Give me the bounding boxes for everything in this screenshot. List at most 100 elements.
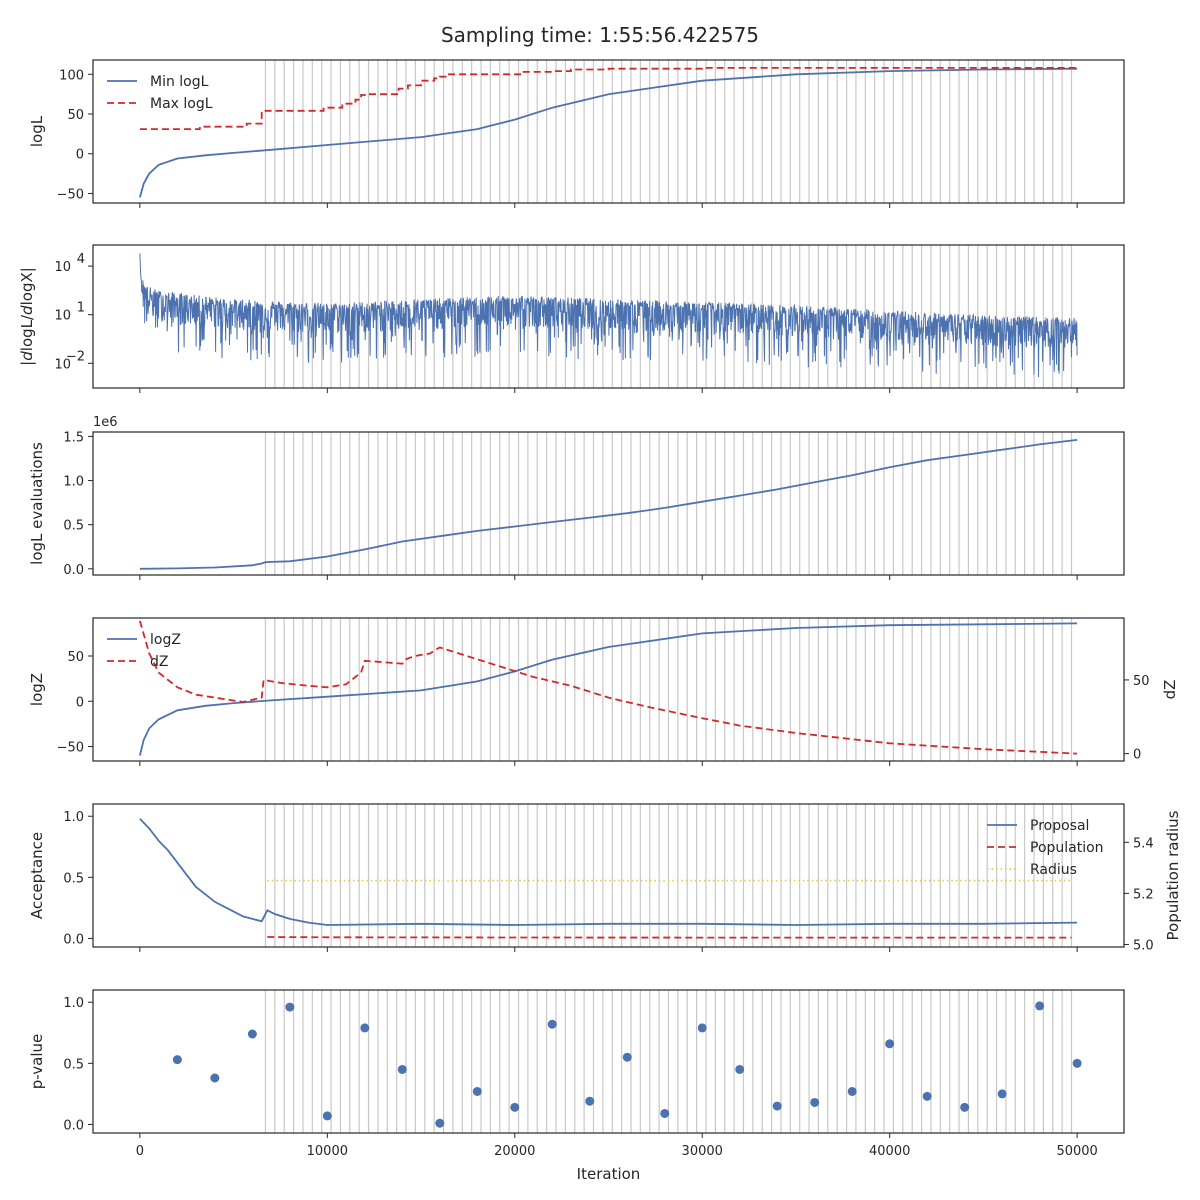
x-axis-label: Iteration	[577, 1165, 641, 1183]
panel-3: 0.0 0.5 1.0 1.5 logL evaluations 1e6	[28, 415, 1125, 580]
data-point	[960, 1102, 970, 1112]
data-point	[172, 1055, 182, 1065]
series-line	[139, 439, 1078, 570]
y-axis-label-part: logX	[18, 272, 36, 305]
y-tick-label: 1.5	[63, 430, 84, 445]
y-tick-label-right: 5.0	[1133, 938, 1154, 953]
x-tick-label: 10000	[307, 1144, 348, 1159]
legend: Proposal Population Radius	[987, 818, 1104, 878]
y-tick-label: 50	[67, 108, 84, 123]
y-tick-label: 1.0	[63, 996, 84, 1011]
x-tick-label: 50000	[1056, 1144, 1097, 1159]
y-axis-label: Acceptance	[28, 832, 46, 919]
x-tick-label: 0	[136, 1144, 144, 1159]
y-tick-label: 1.0	[63, 810, 84, 825]
y-tick-label: 50	[67, 650, 84, 665]
y-axis-label-right: Population radius	[1164, 810, 1182, 940]
y-axis-label: logL evaluations	[28, 442, 46, 565]
y-tick-label: 0.0	[63, 1118, 84, 1133]
data-point	[997, 1089, 1007, 1099]
axes-frame	[92, 803, 1125, 948]
series-line	[139, 818, 1078, 926]
series-line	[139, 620, 1078, 755]
series-line	[267, 936, 1072, 939]
panel-4: −50 0 50 0 50 logZ dZ logZ dZ	[28, 617, 1179, 766]
panel-5: 0.0 0.5 1.0 5.0 5.2 5.4 Acceptance Population r…	[28, 803, 1182, 953]
data-point	[585, 1096, 595, 1106]
x-tick-label: 30000	[682, 1144, 723, 1159]
y-tick-label: 0	[76, 695, 84, 710]
legend-label: Proposal	[1030, 818, 1089, 834]
legend-label: logZ	[150, 632, 181, 648]
marker-lines	[264, 60, 1073, 203]
marker-lines	[264, 432, 1073, 575]
y-tick-label: 100	[59, 68, 84, 83]
y-axis-label: logZ	[28, 673, 46, 706]
y-tick-label: 0.0	[63, 932, 84, 947]
series-line	[139, 67, 1078, 198]
data-point	[847, 1086, 857, 1096]
series-line	[139, 253, 1078, 378]
data-point	[397, 1064, 407, 1074]
legend: logZ dZ	[107, 632, 181, 670]
data-point	[1072, 1058, 1082, 1068]
series-line	[139, 622, 1078, 756]
y-tick-label: 0.0	[63, 563, 84, 578]
y-tick-label-right: 50	[1133, 674, 1150, 689]
y-axis-label: |dlogL/dlogX|	[18, 267, 36, 366]
data-point	[435, 1118, 445, 1128]
y-axis-label: logL	[28, 115, 46, 147]
data-point	[510, 1102, 520, 1112]
y-tick-label: 10	[54, 260, 71, 275]
data-point	[547, 1019, 557, 1029]
data-point	[247, 1029, 257, 1039]
axes-frame	[92, 244, 1125, 389]
y-tick-exponent: −2	[66, 349, 85, 364]
legend-label: Population	[1030, 840, 1104, 856]
panel-6: 0.0 0.5 1.0 0 10000 20000 30000 40000 50000 p-val…	[28, 989, 1125, 1183]
offset-text: 1e6	[93, 415, 118, 430]
y-tick-label: 0.5	[63, 1057, 84, 1072]
axes-frame	[92, 59, 1125, 204]
y-axis-label-part: d	[18, 305, 36, 315]
legend: Min logL Max logL	[107, 74, 213, 112]
axes-frame	[92, 431, 1125, 576]
data-point	[735, 1064, 745, 1074]
data-point	[622, 1052, 632, 1062]
y-axis-label-part: d	[18, 351, 36, 361]
y-axis-label: p-value	[28, 1034, 46, 1090]
data-point	[660, 1108, 670, 1118]
panel-1: −50 0 50 100 logL Min logL Max logL	[28, 59, 1125, 208]
x-tick-label: 20000	[494, 1144, 535, 1159]
y-tick-label-right: 5.4	[1133, 836, 1154, 851]
y-tick-label: 10	[54, 357, 71, 372]
data-point	[285, 1002, 295, 1012]
legend-label: dZ	[150, 654, 168, 670]
y-tick-label: −50	[57, 741, 84, 756]
y-tick-label: 10	[54, 309, 71, 324]
y-tick-label-right: 5.2	[1133, 887, 1154, 902]
legend-label: Max logL	[150, 96, 213, 112]
data-point	[210, 1073, 220, 1083]
y-axis-label-part: /	[18, 314, 36, 320]
data-point	[885, 1039, 895, 1049]
y-tick-exponent: 1	[77, 301, 85, 316]
data-point	[1035, 1001, 1045, 1011]
data-point	[472, 1086, 482, 1096]
y-tick-label: −50	[57, 187, 84, 202]
data-point	[697, 1023, 707, 1033]
series-line	[139, 67, 1078, 130]
y-axis-label-part: logL	[18, 319, 36, 351]
y-axis-label-part: |	[18, 361, 36, 366]
data-point	[810, 1097, 820, 1107]
axes-frame	[92, 617, 1125, 762]
legend-label: Radius	[1030, 862, 1077, 878]
data-point	[772, 1101, 782, 1111]
marker-lines	[264, 618, 1073, 761]
data-point	[360, 1023, 370, 1033]
marker-lines	[264, 990, 1073, 1133]
figure-title: Sampling time: 1:55:56.422575	[441, 23, 759, 47]
y-axis-label-right: dZ	[1161, 680, 1179, 700]
